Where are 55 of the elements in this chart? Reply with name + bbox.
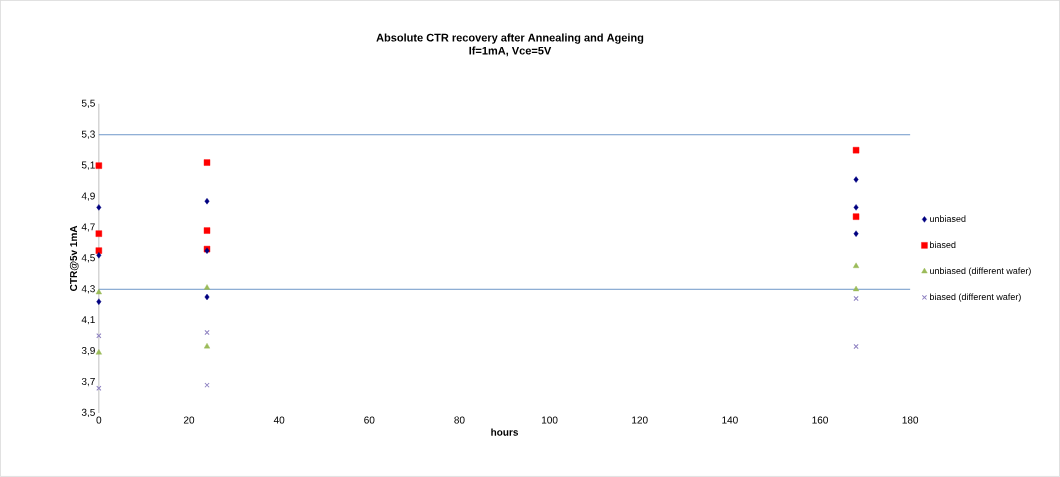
point [96, 385, 102, 391]
point [203, 284, 211, 290]
legend-label: biased (different wafer) [930, 293, 1021, 302]
legend-label: unbiased [930, 215, 966, 223]
point [95, 349, 102, 355]
point [853, 296, 859, 302]
x-tick-label: 180 [902, 416, 919, 424]
chart-title: Absolute CTR recovery after Annealing and Ageing [376, 33, 644, 44]
point [95, 289, 102, 295]
point [96, 252, 102, 259]
y-tick-label: 4,9 [81, 192, 95, 201]
point [204, 330, 210, 336]
x-tick-label: 140 [722, 416, 738, 424]
y-tick-label: 4,1 [81, 316, 95, 325]
x-tick-label: 60 [364, 416, 375, 424]
point [853, 204, 859, 211]
y-tick-label: 5,1 [81, 161, 95, 170]
point [203, 227, 211, 234]
x-tick-label: 120 [632, 416, 648, 424]
legend-label: biased [930, 241, 956, 249]
point [95, 230, 103, 237]
point [204, 382, 210, 388]
point [95, 162, 103, 169]
x-tick-label: 20 [183, 416, 195, 424]
point [204, 198, 210, 205]
point [203, 159, 211, 166]
point [203, 343, 211, 349]
point [853, 176, 859, 183]
point [853, 285, 860, 292]
point [96, 204, 102, 211]
y-axis-title: CTR@5v 1mA [69, 225, 79, 292]
x-tick-label: 40 [273, 416, 285, 424]
point [853, 230, 859, 237]
y-tick-label: 5,5 [81, 99, 95, 109]
y-tick-label: 3,7 [81, 378, 95, 387]
x-tick-label: 0 [96, 416, 102, 424]
point [853, 262, 860, 269]
x-tick-label: 100 [541, 416, 558, 424]
y-tick-label: 3,5 [81, 408, 95, 418]
x-tick-label: 160 [812, 416, 828, 424]
point [96, 298, 102, 305]
x-tick-label: 80 [454, 416, 465, 424]
legend-label: unbiased (different wafer) [930, 267, 1031, 276]
y-tick-label: 4,5 [81, 254, 95, 263]
point [852, 213, 860, 220]
y-tick-label: 4,3 [81, 285, 95, 294]
chart-subtitle: If=1mA, Vce=5V [469, 46, 552, 57]
point [96, 333, 102, 339]
x-axis-title: hours [491, 428, 518, 436]
point [204, 293, 210, 301]
point [852, 147, 860, 154]
y-tick-label: 3,9 [81, 347, 95, 356]
y-tick-label: 4,7 [81, 223, 95, 232]
y-tick-label: 5,3 [81, 130, 95, 139]
point [853, 343, 859, 350]
